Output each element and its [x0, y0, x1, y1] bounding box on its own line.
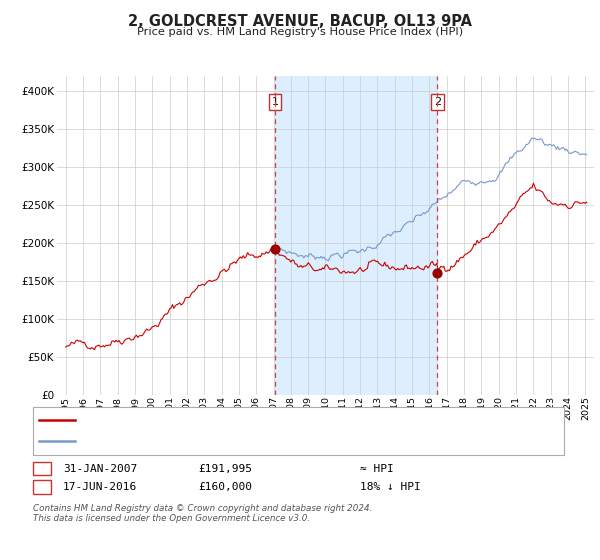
Text: 1: 1 — [38, 464, 46, 474]
Text: £191,995: £191,995 — [198, 464, 252, 474]
Point — [433, 269, 442, 278]
Point — [270, 244, 280, 253]
Text: Contains HM Land Registry data © Crown copyright and database right 2024.
This d: Contains HM Land Registry data © Crown c… — [33, 504, 373, 524]
Text: 2: 2 — [434, 97, 441, 107]
Text: 2, GOLDCREST AVENUE, BACUP, OL13 9PA: 2, GOLDCREST AVENUE, BACUP, OL13 9PA — [128, 14, 472, 29]
Text: ≈ HPI: ≈ HPI — [360, 464, 394, 474]
Text: 1: 1 — [271, 97, 278, 107]
Text: 31-JAN-2007: 31-JAN-2007 — [63, 464, 137, 474]
Text: £160,000: £160,000 — [198, 482, 252, 492]
Text: Price paid vs. HM Land Registry's House Price Index (HPI): Price paid vs. HM Land Registry's House … — [137, 27, 463, 37]
Bar — [275, 76, 437, 395]
Text: HPI: Average price, detached house, Rossendale: HPI: Average price, detached house, Ross… — [84, 436, 336, 446]
Text: 2, GOLDCREST AVENUE, BACUP, OL13 9PA (detached house): 2, GOLDCREST AVENUE, BACUP, OL13 9PA (de… — [84, 416, 400, 426]
Text: 17-JUN-2016: 17-JUN-2016 — [63, 482, 137, 492]
Text: 2: 2 — [38, 482, 46, 492]
Text: 18% ↓ HPI: 18% ↓ HPI — [360, 482, 421, 492]
